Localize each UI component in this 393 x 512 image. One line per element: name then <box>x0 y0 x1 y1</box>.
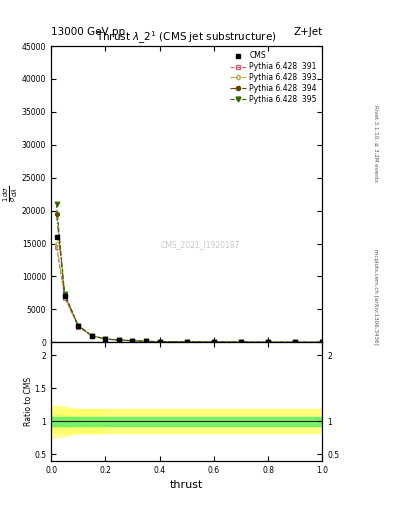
X-axis label: thrust: thrust <box>170 480 203 490</box>
Text: 13000 GeV pp: 13000 GeV pp <box>51 27 125 37</box>
Y-axis label: Ratio to CMS: Ratio to CMS <box>24 377 33 426</box>
Legend: CMS, Pythia 6.428  391, Pythia 6.428  393, Pythia 6.428  394, Pythia 6.428  395: CMS, Pythia 6.428 391, Pythia 6.428 393,… <box>228 50 318 105</box>
Text: mcplots.cern.ch [arXiv:1306.3436]: mcplots.cern.ch [arXiv:1306.3436] <box>373 249 378 345</box>
Text: Z+Jet: Z+Jet <box>293 27 322 37</box>
Y-axis label: $\frac{1}{\sigma}\frac{d\sigma}{d\lambda}$: $\frac{1}{\sigma}\frac{d\sigma}{d\lambda… <box>2 186 20 202</box>
Text: CMS_2021_I1920187: CMS_2021_I1920187 <box>161 240 240 249</box>
Text: Rivet 3.1.10, ≥ 3.2M events: Rivet 3.1.10, ≥ 3.2M events <box>373 105 378 182</box>
Title: Thrust $\lambda$_2$^{1}$ (CMS jet substructure): Thrust $\lambda$_2$^{1}$ (CMS jet substr… <box>96 30 277 46</box>
